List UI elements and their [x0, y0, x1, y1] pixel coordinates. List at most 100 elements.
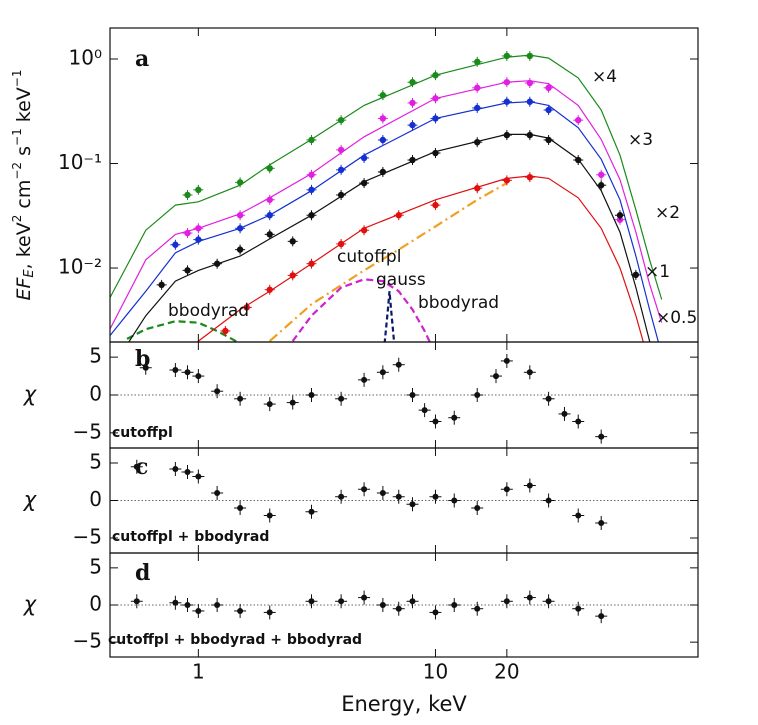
y-label-part: −2: [10, 162, 24, 180]
y-tick-label: 5: [89, 450, 102, 474]
data-point: [409, 501, 416, 508]
component-label: bbodyrad: [418, 293, 499, 313]
model-line: [128, 133, 651, 342]
data-point: [421, 407, 428, 414]
data-point: [337, 191, 345, 199]
data-point: [361, 594, 368, 601]
model-line: [110, 54, 663, 300]
data-point: [308, 171, 315, 178]
data-point: [432, 149, 439, 157]
y-axis-label: χ: [23, 592, 38, 616]
x-tick-label: 20: [494, 660, 519, 684]
data-point: [338, 395, 345, 402]
data-point: [379, 115, 387, 122]
data-point: [158, 281, 165, 289]
y-axis-label: χ: [23, 382, 38, 406]
data-point: [337, 146, 345, 154]
data-point: [360, 154, 368, 162]
component-line: [126, 320, 240, 342]
data-point: [526, 482, 533, 489]
component-label: gauss: [376, 270, 426, 290]
x-axis-label: Energy, keV: [341, 692, 467, 716]
data-point: [395, 605, 402, 612]
data-point: [409, 392, 416, 398]
y-tick-label: 0: [89, 487, 102, 511]
data-point: [222, 327, 229, 335]
y-tick-label: 0: [89, 592, 102, 616]
data-point: [308, 212, 315, 219]
data-point: [503, 52, 511, 60]
component-line: [291, 278, 432, 342]
data-point: [503, 78, 511, 86]
data-point: [236, 225, 244, 232]
y-tick-label: −5: [73, 419, 102, 443]
data-point: [432, 71, 439, 79]
data-point: [338, 493, 345, 500]
data-point: [195, 607, 202, 614]
data-point: [474, 505, 481, 511]
y-label-part: −1: [10, 69, 24, 87]
data-point: [526, 131, 534, 139]
data-point: [503, 357, 510, 364]
data-point: [409, 78, 416, 86]
panel-label: b: [135, 346, 150, 372]
data-point: [195, 225, 202, 232]
data-point: [360, 179, 368, 187]
y-tick-label: 10⁰: [69, 46, 102, 70]
data-point: [195, 373, 202, 380]
data-point: [237, 607, 244, 614]
y-label-part: E: [22, 269, 37, 278]
model-label: cutoffpl + bbodyrad + bbodyrad: [108, 632, 362, 648]
data-point: [184, 602, 191, 608]
data-point: [195, 473, 202, 480]
data-point: [545, 395, 552, 402]
y-tick-label: 10⁻¹: [58, 150, 102, 174]
data-point: [492, 373, 499, 380]
data-point: [474, 138, 481, 146]
data-point: [474, 58, 481, 66]
data-point: [451, 602, 458, 608]
data-point: [266, 212, 273, 219]
data-point: [616, 212, 624, 219]
data-point: [184, 369, 191, 376]
data-point: [308, 508, 315, 515]
scale-label: ×4: [592, 67, 617, 87]
data-point: [379, 602, 386, 608]
data-point: [598, 613, 605, 620]
model-line: [110, 80, 663, 331]
data-point: [337, 116, 345, 124]
panel-label: c: [135, 454, 148, 480]
data-point: [409, 156, 416, 164]
data-point: [395, 212, 402, 219]
y-label-part: keV: [13, 87, 35, 128]
data-point: [575, 116, 582, 124]
data-point: [598, 520, 605, 526]
component-line: [383, 291, 396, 342]
data-point: [184, 267, 191, 274]
data-point: [379, 136, 387, 144]
plot-area: [110, 50, 663, 342]
data-point: [266, 512, 273, 519]
data-point: [526, 369, 533, 376]
data-point: [195, 236, 202, 243]
data-point: [184, 469, 191, 475]
data-point: [575, 512, 582, 519]
y-label-part: , keV: [13, 222, 35, 269]
scale-label: ×3: [628, 130, 653, 150]
y-axis-label: EFE, keV2 cm−2 s−1 keV−1: [10, 69, 37, 300]
panel-label: a: [135, 46, 149, 72]
data-point: [545, 497, 552, 504]
data-point: [184, 229, 191, 237]
data-point: [545, 598, 552, 605]
plot-area: [110, 590, 698, 624]
data-point: [598, 433, 605, 440]
model-line: [110, 101, 660, 342]
y-tick-label: 5: [89, 344, 102, 368]
panel-label: d: [135, 560, 150, 586]
data-point: [379, 168, 387, 176]
data-point: [526, 98, 534, 105]
data-point: [503, 486, 510, 493]
data-point: [184, 191, 191, 199]
data-point: [266, 196, 273, 203]
data-point: [432, 201, 439, 209]
